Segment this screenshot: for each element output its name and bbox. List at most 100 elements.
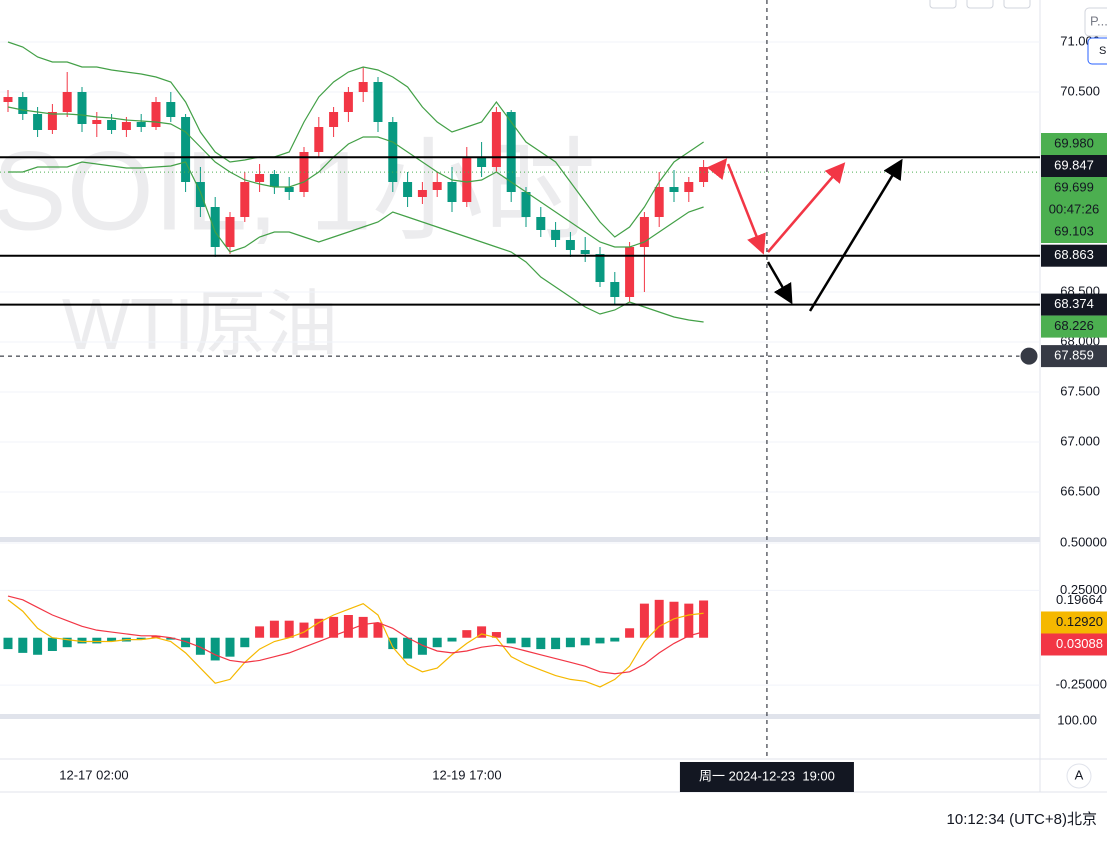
y-tick-label: 67.000: [1060, 433, 1100, 448]
price-label: 69.699: [1054, 179, 1094, 194]
candle-body: [551, 230, 561, 240]
macd-bar: [329, 616, 339, 638]
macd-bar: [181, 637, 191, 648]
name-watermark: WTI原油: [62, 285, 338, 365]
bollinger-band: [7, 41, 704, 238]
macd-bar: [699, 600, 709, 638]
pane-separator: [0, 714, 1040, 719]
macd-bar: [684, 603, 694, 638]
candle-body: [343, 92, 353, 112]
arrow: [706, 158, 728, 180]
tab[interactable]: [1084, 7, 1107, 37]
candle-body: [329, 112, 339, 127]
macd-value-box: [1041, 633, 1107, 656]
macd-bar: [33, 637, 43, 655]
tab-label: P...: [1090, 13, 1107, 28]
arrow: [766, 261, 793, 305]
candle-body: [432, 182, 442, 190]
macd-value-label: 0.12920: [1056, 614, 1103, 629]
candle-body: [684, 182, 694, 192]
macd-bar: [447, 637, 457, 642]
y-tick-label: 67.500: [1060, 383, 1100, 398]
candle-body: [699, 167, 709, 182]
macd-bar: [92, 637, 102, 644]
candle-body: [3, 97, 13, 102]
candle-body: [595, 254, 605, 282]
candle-body: [121, 122, 131, 130]
macd-bar: [3, 637, 13, 650]
crosshair-time: 周一 2024-12-23 19:00: [699, 768, 835, 783]
candle-body: [151, 102, 161, 127]
candle-body: [240, 182, 250, 217]
bollinger-band: [7, 161, 704, 323]
clock[interactable]: 10:12:34 (UTC+8)北京: [947, 811, 1097, 828]
toolbar: P... S: [929, 0, 1107, 65]
toolbar-button[interactable]: [966, 0, 994, 9]
price-label: 68.374: [1054, 296, 1094, 311]
candle-body: [477, 157, 487, 167]
macd-bar: [151, 635, 161, 638]
candle-body: [669, 187, 679, 192]
candle-body: [166, 102, 176, 117]
candle-body: [403, 182, 413, 197]
macd-bar: [491, 632, 501, 638]
macd-bar: [669, 601, 679, 638]
crosshair-add-button[interactable]: [1019, 346, 1039, 366]
arrow: [808, 158, 903, 312]
price-label-box: [1041, 315, 1107, 338]
button[interactable]: [1087, 37, 1107, 65]
price-label-box: [1041, 177, 1107, 199]
macd-bar: [477, 626, 487, 638]
macd-bar: [358, 616, 368, 638]
candle-body: [506, 112, 516, 192]
macd-bar: [403, 637, 413, 659]
macd-bar: [77, 637, 87, 644]
button-label: S: [1099, 45, 1106, 57]
macd-bar: [536, 637, 546, 650]
candle-body: [654, 187, 664, 217]
macd-bar: [136, 637, 146, 640]
price-label: 69.103: [1054, 223, 1094, 238]
macd-bar: [417, 637, 427, 655]
candle-body: [107, 120, 117, 130]
candle-body: [625, 247, 635, 297]
macd-line: [7, 595, 704, 675]
price-label-box: [1041, 133, 1107, 155]
candle-body: [373, 82, 383, 122]
macd-bar: [373, 622, 383, 638]
macd-value-box: [1041, 611, 1107, 634]
price-label-box: [1041, 155, 1107, 177]
scale-button-label: A: [1075, 767, 1084, 782]
candle-body: [314, 127, 324, 152]
y-tick-label: 0.50000: [1060, 534, 1107, 549]
macd-bar: [595, 637, 605, 644]
candle-body: [491, 112, 501, 167]
plot: 71.00070.50068.50068.00067.50067.00066.5…: [0, 0, 1107, 792]
candle-body: [639, 217, 649, 247]
macd-bar: [388, 637, 398, 650]
y-tick-label: 0.25000: [1060, 582, 1107, 597]
annotations: [706, 158, 903, 312]
macd-bar: [269, 620, 279, 638]
macd-bar: [462, 630, 472, 638]
candle-body: [580, 250, 590, 254]
bollinger-band: [7, 106, 704, 248]
macd-bar: [299, 622, 309, 638]
macd-bar: [195, 637, 205, 655]
y-tick-label: 66.500: [1060, 483, 1100, 498]
price-label: 69.980: [1054, 135, 1094, 150]
candle-body: [269, 174, 279, 187]
macd-value-label: 0.19664: [1056, 592, 1103, 607]
macd-bar: [432, 637, 442, 648]
candle-body: [62, 92, 72, 112]
macd-bar: [255, 626, 265, 638]
macd-bar: [565, 637, 575, 648]
macd-bar: [343, 615, 353, 638]
candle-body: [358, 82, 368, 92]
toolbar-button[interactable]: [1003, 0, 1031, 9]
toolbar-button[interactable]: [929, 0, 957, 9]
candle-body: [33, 114, 43, 130]
scale-button[interactable]: [1066, 763, 1092, 789]
pane-separator: [0, 537, 1040, 542]
